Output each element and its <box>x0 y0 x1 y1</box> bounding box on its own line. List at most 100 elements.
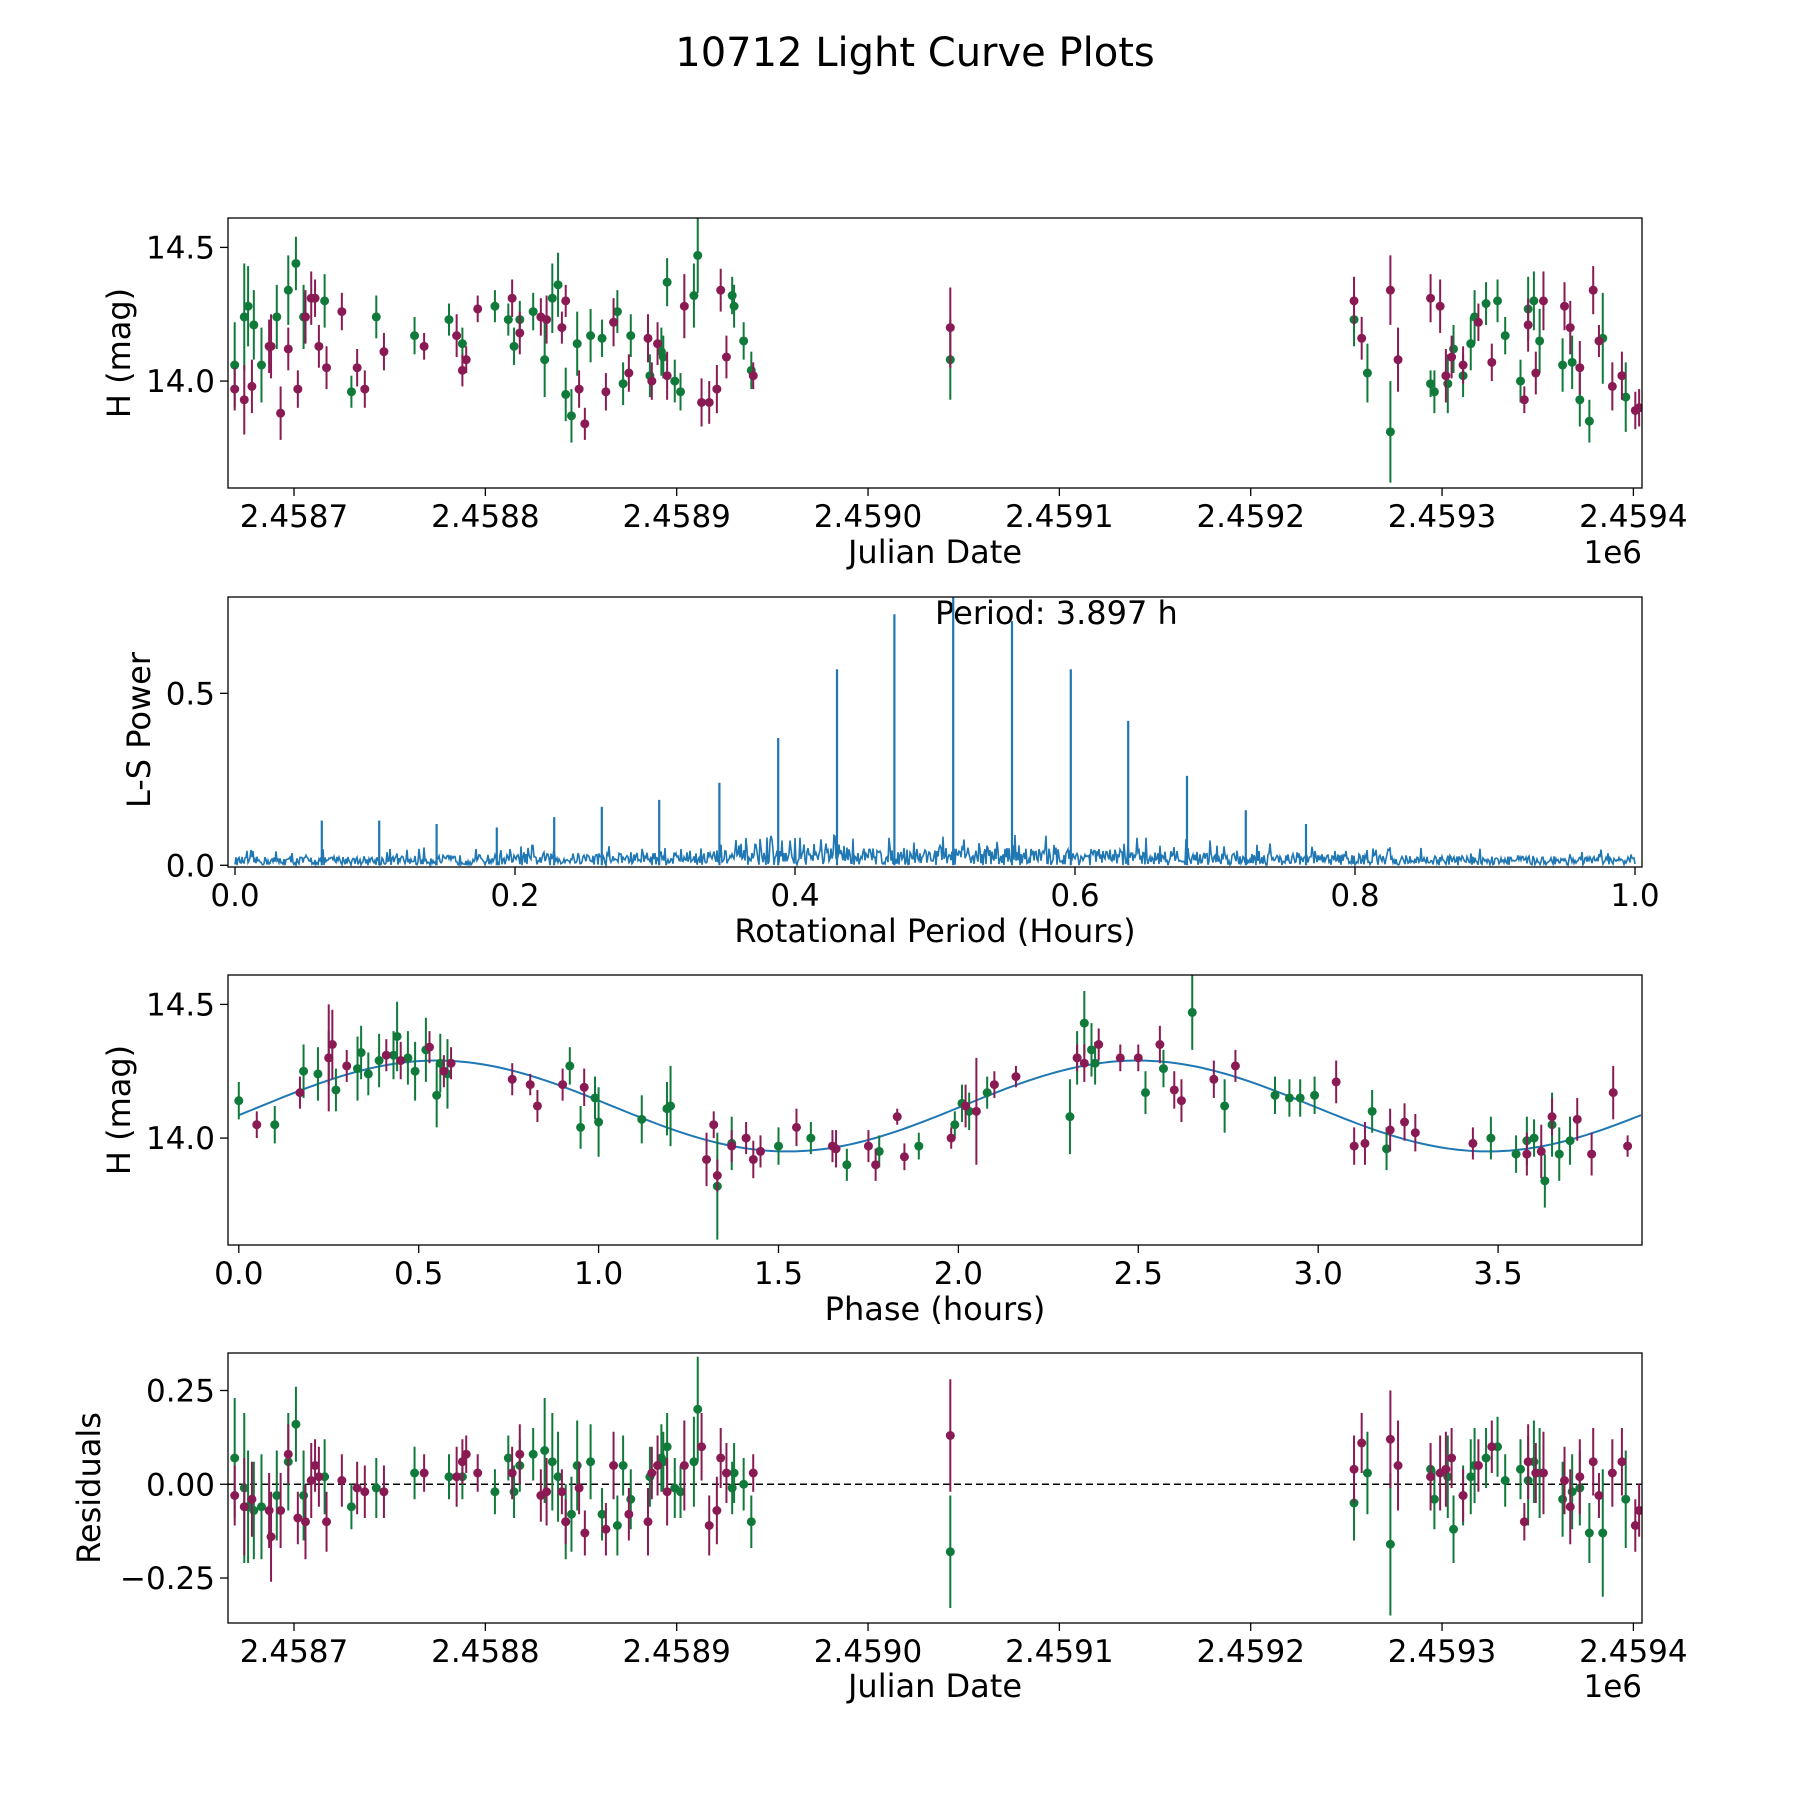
residuals-filter-2-point-10 <box>310 1461 320 1470</box>
lightcurve-filter-2-point-58 <box>1531 368 1541 378</box>
residuals-filter-1-point-57 <box>1515 1464 1525 1474</box>
phased-filter-1-point-20 <box>590 1093 600 1103</box>
lightcurve-filter-1-point-20 <box>540 355 550 365</box>
residuals-filter-2-point-36 <box>662 1487 672 1497</box>
lightcurve-filter-1-point-2 <box>243 301 253 311</box>
lightcurve-ytick-label-1: 14.5 <box>146 230 215 266</box>
phased-xtick-label-2: 1.0 <box>574 1256 623 1292</box>
periodogram-plot-area <box>234 597 1636 867</box>
phased-xtick-label-0: 0.0 <box>214 1256 263 1292</box>
lightcurve-filter-1-point-48 <box>1429 387 1439 397</box>
residuals-filter-2-point-0 <box>230 1491 240 1500</box>
residuals-filter-2-point-49 <box>1426 1472 1436 1482</box>
phased-filter-1-point-40 <box>1090 1058 1100 1068</box>
lightcurve-filter-2-point-36 <box>662 371 672 381</box>
lightcurve-filter-2-point-26 <box>557 323 567 333</box>
residuals-filter-2-point-9 <box>306 1476 316 1485</box>
lightcurve-filter-1-point-16 <box>503 315 513 325</box>
periodogram-panel: L-S Power Rotational Period (Hours) Peri… <box>120 594 1660 950</box>
lightcurve-filter-1-point-4 <box>256 360 266 370</box>
lightcurve-filter-2-point-48 <box>1393 355 1403 365</box>
lightcurve-filter-1-point-6 <box>283 285 293 295</box>
residuals-filter-1-point-64 <box>1584 1528 1594 1538</box>
phased-filter-1-point-12 <box>403 1053 413 1063</box>
residuals-filter-1-point-45 <box>1362 1468 1372 1478</box>
lightcurve-filter-2-point-56 <box>1519 395 1529 405</box>
residuals-filter-1-point-10 <box>346 1502 356 1512</box>
residuals-filter-1-point-17 <box>509 1487 519 1497</box>
residuals-filter-1-point-0 <box>230 1453 240 1463</box>
residuals-filter-2-point-37 <box>679 1461 689 1470</box>
phased-filter-1-point-7 <box>356 1048 366 1058</box>
lightcurve-filter-2-point-65 <box>1607 381 1617 391</box>
residuals-filter-2-point-32 <box>624 1509 634 1519</box>
phased-filter-2-point-47 <box>1385 1125 1395 1135</box>
lightcurve-filter-1-point-60 <box>1535 336 1545 346</box>
lightcurve-filter-1-point-26 <box>586 331 596 341</box>
lightcurve-filter-1-point-47 <box>1426 379 1436 389</box>
phased-filter-1-point-31 <box>914 1141 924 1151</box>
phased-xtick-label-4: 2.0 <box>934 1256 983 1292</box>
residuals-filter-2-point-41 <box>716 1453 726 1463</box>
residuals-filter-2-point-42 <box>721 1468 731 1478</box>
residuals-filter-2-point-60 <box>1560 1476 1570 1485</box>
residuals-filter-2-point-16 <box>379 1487 389 1497</box>
residuals-filter-2-point-29 <box>580 1528 590 1538</box>
phased-filter-1-point-58 <box>1565 1136 1575 1146</box>
residuals-filter-1-point-48 <box>1429 1494 1439 1504</box>
lightcurve-filter-1-point-23 <box>561 389 571 399</box>
residuals-xlabel: Julian Date <box>846 1667 1022 1705</box>
lightcurve-ytick-label-0: 14.0 <box>146 364 215 400</box>
lightcurve-filter-1-point-5 <box>272 312 282 322</box>
phased-filter-1-point-22 <box>637 1114 647 1124</box>
phased-ylabel: H (mag) <box>100 1045 138 1175</box>
phased-filter-2-point-9 <box>446 1058 456 1068</box>
lightcurve-filter-1-point-9 <box>320 296 330 306</box>
lightcurve-xtick-label-6: 2.4593 <box>1388 499 1496 535</box>
residuals-filter-2-point-11 <box>314 1472 324 1482</box>
lightcurve-filter-1-point-66 <box>1621 392 1631 402</box>
phased-filter-2-point-14 <box>579 1082 589 1092</box>
residuals-filter-2-point-45 <box>1349 1464 1359 1474</box>
phased-filter-2-point-57 <box>1623 1141 1633 1151</box>
lightcurve-filter-1-point-33 <box>658 352 668 362</box>
residuals-filter-2-point-30 <box>601 1524 611 1534</box>
residuals-filter-2-point-25 <box>542 1487 552 1497</box>
residuals-filter-1-point-12 <box>410 1468 420 1478</box>
lightcurve-filter-1-point-41 <box>739 336 749 346</box>
residuals-filter-2-point-14 <box>352 1483 362 1493</box>
residuals-filter-1-point-36 <box>676 1487 686 1497</box>
phased-filter-2-point-11 <box>525 1080 535 1090</box>
residuals-filter-2-point-18 <box>452 1472 462 1482</box>
lightcurve-filter-1-point-7 <box>291 258 301 268</box>
lightcurve-filter-2-point-57 <box>1523 320 1533 330</box>
residuals-xtick-label-6: 2.4593 <box>1388 1634 1496 1670</box>
residuals-filter-2-point-59 <box>1538 1468 1548 1478</box>
residuals-filter-1-point-56 <box>1500 1476 1510 1485</box>
residuals-filter-1-point-24 <box>566 1509 576 1519</box>
phased-filter-2-point-18 <box>727 1141 737 1151</box>
residuals-filter-2-point-31 <box>609 1461 619 1470</box>
phased-filter-1-point-39 <box>1087 1045 1097 1055</box>
phased-filter-1-point-15 <box>432 1090 442 1100</box>
lightcurve-filter-1-point-40 <box>729 301 739 311</box>
phased-filter-2-point-52 <box>1536 1146 1546 1156</box>
residuals-filter-1-point-25 <box>572 1461 582 1470</box>
residuals-filter-1-point-39 <box>727 1483 737 1493</box>
period-annotation: Period: 3.897 h <box>935 594 1178 632</box>
lightcurve-xtick-label-2: 2.4589 <box>622 499 730 535</box>
phased-filter-2-point-27 <box>899 1152 909 1162</box>
residuals-filter-2-point-28 <box>574 1483 584 1493</box>
residuals-filter-2-point-53 <box>1458 1491 1468 1500</box>
lightcurve-panel: H (mag) Julian Date 1e6 2.4587 2.4588 2.45… <box>100 217 1688 571</box>
lightcurve-filter-2-point-29 <box>580 419 590 429</box>
residuals-filter-2-point-63 <box>1588 1457 1598 1467</box>
residuals-filter-2-point-46 <box>1357 1438 1367 1448</box>
phased-filter-1-point-55 <box>1540 1176 1550 1186</box>
phased-filter-2-point-42 <box>1209 1074 1219 1084</box>
residuals-filter-1-point-26 <box>586 1457 596 1467</box>
lightcurve-filter-1-point-39 <box>727 291 737 301</box>
residuals-filter-2-point-67 <box>1630 1521 1640 1530</box>
phased-filter-1-point-10 <box>389 1050 399 1060</box>
residuals-filter-2-point-51 <box>1441 1464 1451 1474</box>
